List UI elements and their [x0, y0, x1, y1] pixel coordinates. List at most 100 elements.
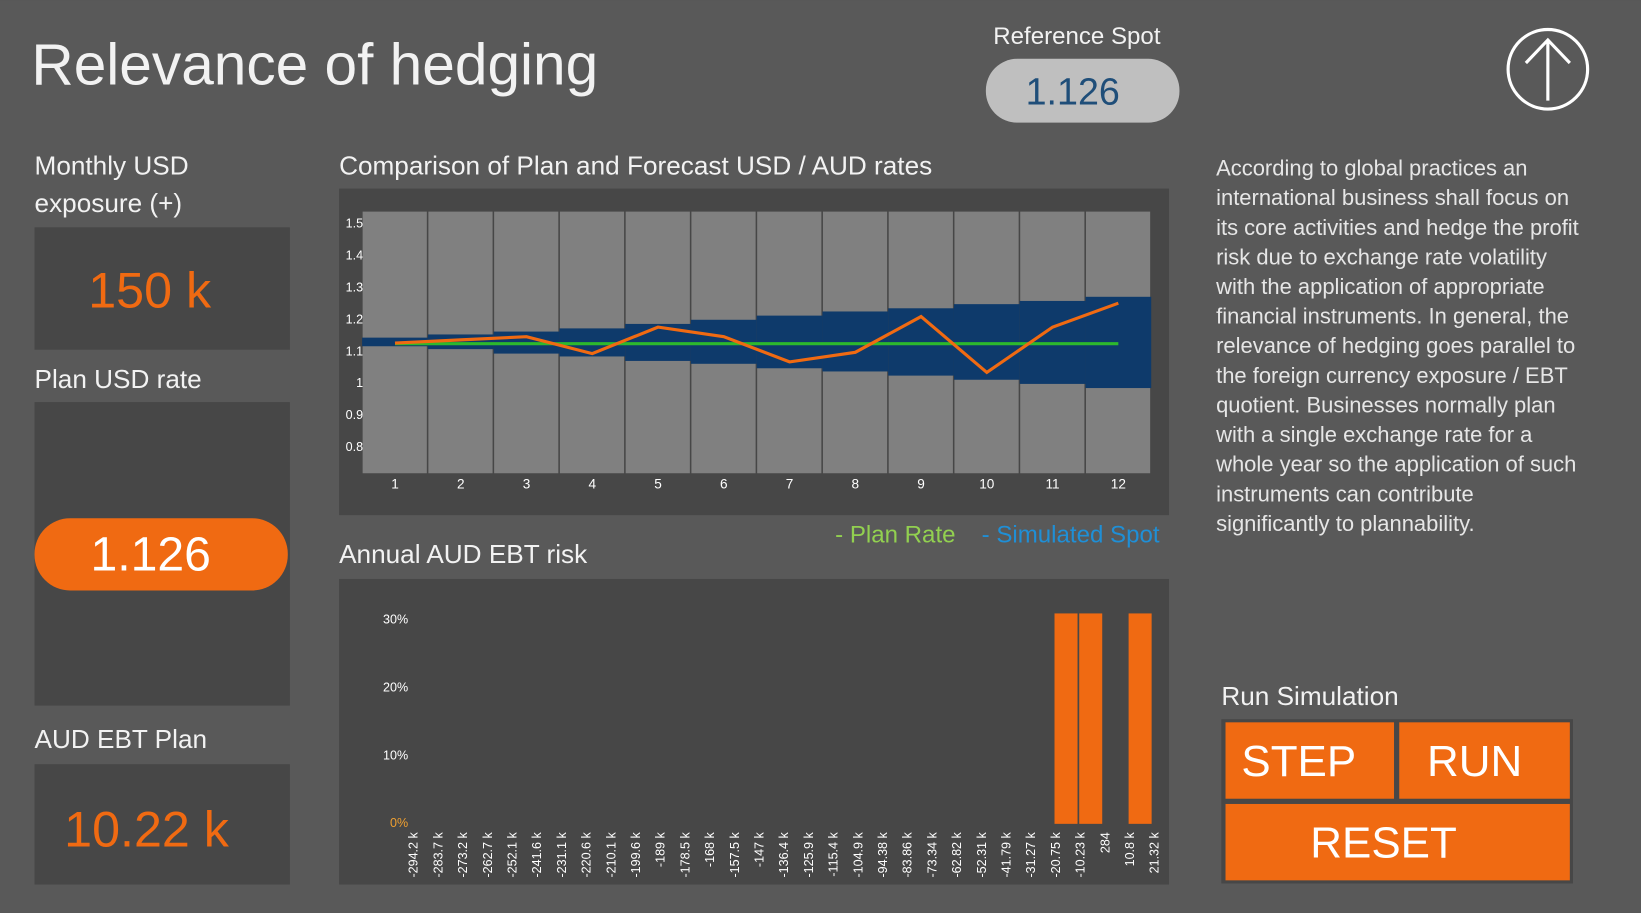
- x-tick-label: 11: [1046, 476, 1060, 491]
- x-tick-label: -31.27 k: [1024, 831, 1038, 877]
- y-tick-label: 0%: [390, 816, 408, 830]
- description-line: risk due to exchange rate volatility: [1216, 244, 1547, 269]
- x-tick-label: -94.38 k: [876, 831, 890, 877]
- x-tick-label: 9: [917, 476, 925, 491]
- x-tick-label: -283.7 k: [431, 831, 445, 877]
- x-tick-label: 10: [979, 476, 995, 491]
- y-tick-label: 1.3: [346, 280, 363, 294]
- description-line: quotient. Businesses normally plan: [1216, 392, 1556, 417]
- x-tick-label: 3: [523, 476, 531, 491]
- sim-title: Run Simulation: [1221, 681, 1398, 711]
- step-button[interactable]: STEP: [1225, 722, 1395, 799]
- chart-panel: [339, 578, 1170, 885]
- reference-pill: [985, 58, 1180, 123]
- x-tick-label: 6: [720, 476, 728, 491]
- legend-entry: - Plan Rate: [835, 521, 955, 548]
- x-tick-label: -62.82 k: [950, 831, 964, 877]
- step-bg[interactable]: [1225, 722, 1395, 799]
- description-line: relevance of hedging goes parallel to: [1216, 333, 1575, 358]
- run-label[interactable]: RUN: [1427, 737, 1522, 786]
- x-tick-label: -178.5 k: [678, 831, 692, 877]
- description-line: international business shall focus on: [1216, 185, 1569, 210]
- up-circle[interactable]: [1506, 27, 1590, 111]
- panel-label: AUD EBT Plan: [35, 724, 208, 754]
- y-tick-label: 10%: [383, 748, 408, 762]
- x-tick-label: -20.75 k: [1049, 831, 1063, 877]
- y-tick-label: 1.2: [346, 312, 363, 326]
- reference-value: 1.126: [1026, 70, 1120, 112]
- title: Relevance of hedging: [31, 33, 598, 98]
- y-tick-label: 1: [356, 376, 363, 390]
- x-tick-label: -252.1 k: [506, 831, 520, 877]
- x-tick-label: -104.9 k: [851, 831, 865, 877]
- plan-pill: [34, 518, 288, 591]
- x-tick-label: -273.2 k: [456, 831, 470, 877]
- x-tick-label: 10.8 k: [1123, 831, 1137, 866]
- x-tick-label: -136.4 k: [777, 831, 791, 877]
- run-bg[interactable]: [1399, 722, 1570, 799]
- reference-label: Reference Spot: [993, 23, 1161, 50]
- panel-label: exposure (+): [35, 188, 183, 218]
- panel-label: Monthly USD: [35, 151, 189, 181]
- x-tick-label: -241.6 k: [530, 831, 544, 877]
- x-tick-label: -231.1 k: [555, 831, 569, 877]
- forecast-band: [888, 308, 954, 376]
- x-tick-label: -115.4 k: [827, 831, 841, 876]
- x-tick-label: -262.7 k: [481, 831, 495, 877]
- panel-box: [34, 764, 290, 885]
- x-tick-label: 4: [588, 476, 596, 491]
- y-tick-label: 0.8: [346, 440, 363, 454]
- y-tick-label: 1.1: [346, 344, 363, 358]
- bar: [1128, 613, 1152, 824]
- bar: [1054, 613, 1078, 824]
- x-tick-label: -157.5 k: [728, 831, 742, 877]
- x-tick-label: -168 k: [703, 831, 717, 867]
- forecast-band: [690, 319, 757, 364]
- x-tick-label: 12: [1111, 476, 1126, 491]
- y-tick-label: 0.9: [346, 408, 363, 422]
- up-button[interactable]: [1506, 27, 1590, 111]
- step-label[interactable]: STEP: [1241, 737, 1356, 786]
- description-line: According to global practices an: [1216, 156, 1527, 181]
- x-tick-label: 1: [391, 476, 399, 491]
- run-button[interactable]: RUN: [1399, 722, 1570, 799]
- description-line: whole year so the application of such: [1215, 452, 1576, 477]
- x-tick-label: 2: [457, 476, 465, 491]
- reset-button[interactable]: RESET: [1225, 803, 1570, 881]
- panel-value: 10.22 k: [64, 802, 230, 858]
- panel-label: Plan USD rate: [35, 364, 202, 394]
- reset-bg[interactable]: [1225, 803, 1570, 881]
- x-tick-label: 5: [654, 476, 662, 491]
- description-line: instruments can contribute: [1216, 481, 1474, 506]
- bar: [1079, 613, 1103, 824]
- description-line: the foreign currency exposure / EBT: [1216, 363, 1568, 388]
- y-tick-label: 30%: [383, 613, 408, 627]
- panel-value: 1.126: [90, 528, 210, 582]
- x-tick-label: 7: [786, 476, 794, 491]
- y-tick-label: 1.5: [346, 217, 363, 231]
- legend-entry: - Simulated Spot: [982, 521, 1160, 548]
- x-tick-label: -83.86 k: [901, 831, 915, 877]
- reset-label[interactable]: RESET: [1310, 818, 1456, 867]
- x-tick-label: -294.2 k: [407, 831, 421, 877]
- x-tick-label: -73.34 k: [925, 831, 939, 877]
- x-tick-label: -41.79 k: [1000, 831, 1014, 877]
- y-tick-label: 1.4: [346, 249, 363, 263]
- y-tick-label: 20%: [383, 680, 408, 694]
- description-line: financial instruments. In general, the: [1216, 304, 1569, 329]
- panel-box: [34, 227, 290, 350]
- description-line: significantly to plannability.: [1216, 511, 1474, 536]
- x-tick-label: 284: [1098, 832, 1112, 853]
- chart-title: Comparison of Plan and Forecast USD / AU…: [339, 151, 932, 181]
- x-tick-label: -147 k: [753, 831, 767, 867]
- description-line: its core activities and hedge the profit: [1216, 215, 1579, 240]
- x-tick-label: -210.1 k: [604, 831, 618, 877]
- x-tick-label: -220.6 k: [580, 831, 594, 877]
- x-tick-label: -52.31 k: [975, 831, 989, 877]
- x-tick-label: -189 k: [654, 831, 668, 867]
- x-tick-label: -125.9 k: [802, 831, 816, 877]
- chart-title: Annual AUD EBT risk: [339, 539, 588, 569]
- up-arrow[interactable]: [1524, 37, 1571, 101]
- description-line: with a single exchange rate for a: [1215, 422, 1533, 447]
